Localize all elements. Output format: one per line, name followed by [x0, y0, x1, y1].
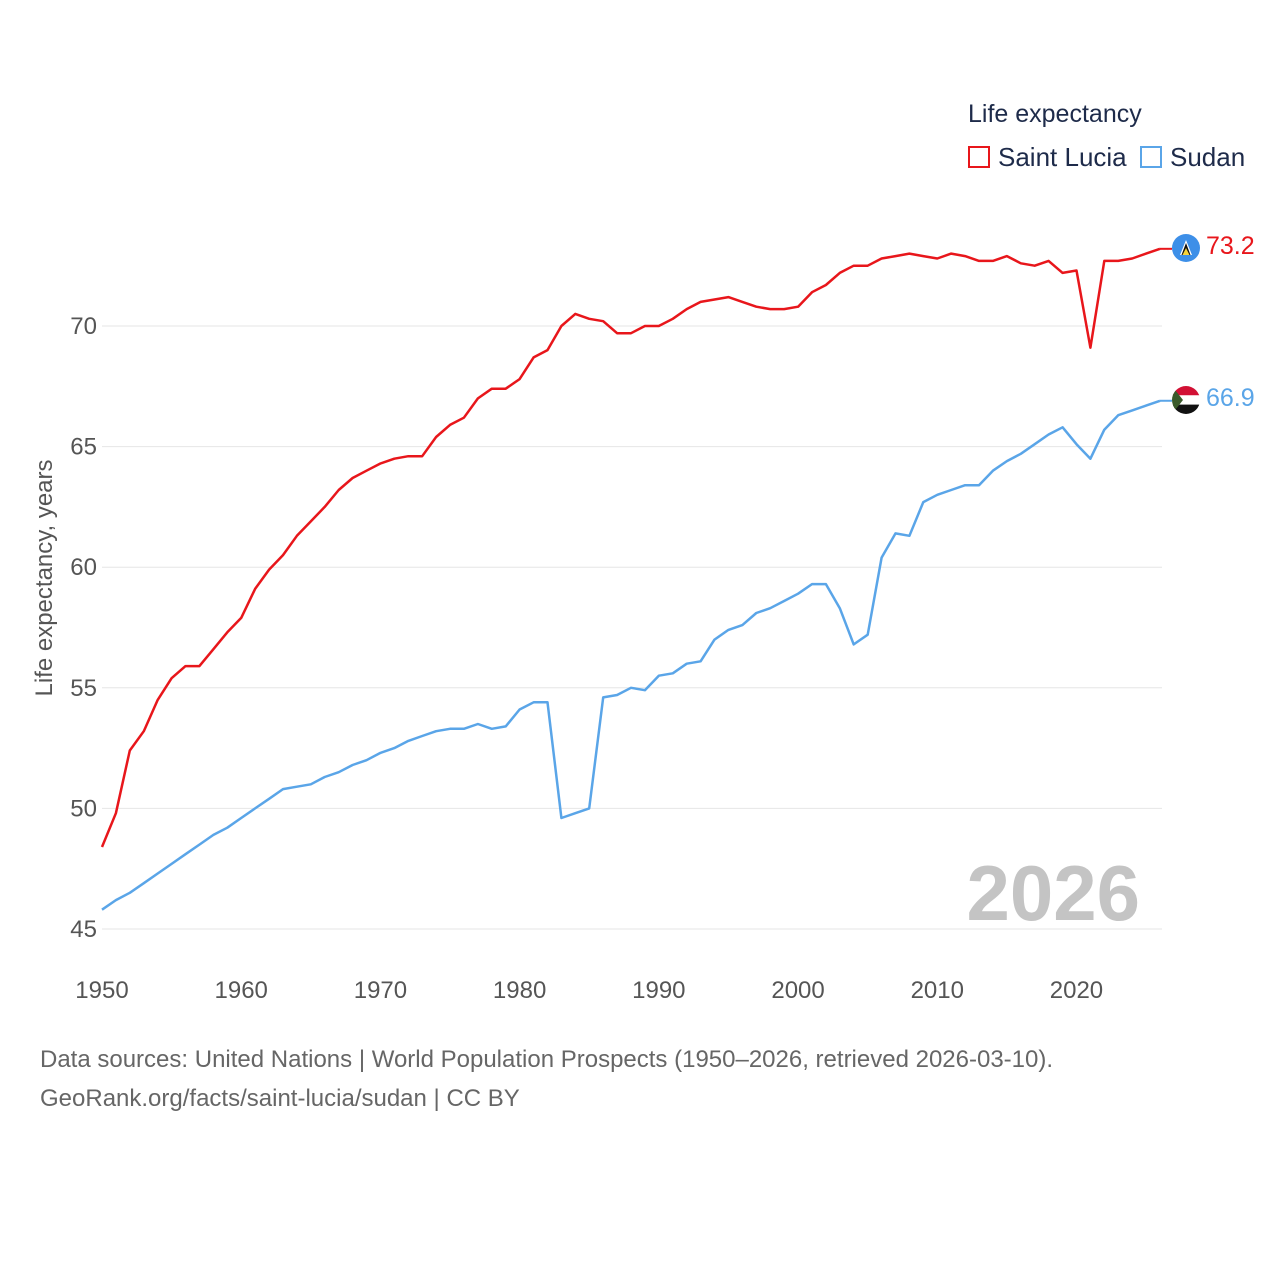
- x-axis-ticks: 1950 1960 1970 1980 1990 2000 2010 2020: [75, 977, 1103, 1004]
- x-tick-label: 1990: [632, 977, 685, 1004]
- legend-item-saint-lucia[interactable]: Saint Lucia: [968, 142, 1127, 172]
- x-tick-label: 2000: [771, 977, 824, 1004]
- x-tick-label: 2010: [911, 977, 964, 1004]
- end-value-sudan: 66.9: [1206, 384, 1255, 412]
- y-tick-label: 50: [70, 795, 97, 822]
- year-watermark: 2026: [966, 849, 1140, 937]
- sudan-flag-icon: [1172, 386, 1200, 414]
- legend-item-sudan[interactable]: Sudan: [1140, 142, 1245, 172]
- legend-title: Life expectancy: [968, 100, 1142, 128]
- y-tick-label: 60: [70, 554, 97, 581]
- x-tick-label: 1960: [215, 977, 268, 1004]
- grid-lines: [102, 325, 1162, 930]
- y-tick-label: 45: [70, 916, 97, 943]
- y-tick-label: 70: [70, 313, 97, 340]
- legend-swatch-saint-lucia: [968, 146, 990, 168]
- attribution-link[interactable]: GeoRank.org/facts/saint-lucia/sudan | CC…: [40, 1085, 520, 1112]
- series-line-saint-lucia[interactable]: [100, 247, 1161, 848]
- series-lines: [100, 247, 1172, 911]
- legend-label-sudan: Sudan: [1170, 141, 1246, 172]
- legend-label-saint-lucia: Saint Lucia: [998, 141, 1127, 172]
- y-tick-label: 55: [70, 675, 97, 702]
- x-tick-label: 1980: [493, 977, 546, 1004]
- x-tick-label: 2020: [1050, 977, 1103, 1004]
- series-line-sudan[interactable]: [101, 399, 1161, 911]
- data-source-text: Data sources: United Nations | World Pop…: [40, 1046, 1054, 1073]
- legend-swatch-sudan: [1140, 146, 1162, 168]
- saint-lucia-flag-icon: [1172, 234, 1200, 262]
- y-axis-ticks: 45 50 55 60 65 70: [70, 313, 97, 943]
- end-value-saint-lucia: 73.2: [1206, 232, 1255, 260]
- x-tick-label: 1950: [75, 977, 128, 1004]
- y-tick-label: 65: [70, 434, 97, 461]
- x-tick-label: 1970: [354, 977, 407, 1004]
- y-axis-label: Life expectancy, years: [31, 459, 58, 696]
